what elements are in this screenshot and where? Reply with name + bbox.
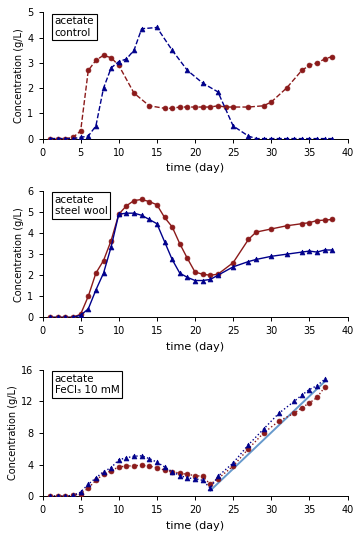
Y-axis label: Concentration (g/L): Concentration (g/L) <box>8 385 18 480</box>
Text: acetate
steel wool: acetate steel wool <box>55 195 108 217</box>
X-axis label: time (day): time (day) <box>166 521 224 531</box>
X-axis label: time (day): time (day) <box>166 342 224 352</box>
Y-axis label: Concentration (g/L): Concentration (g/L) <box>14 28 25 123</box>
Text: acetate
control: acetate control <box>55 16 94 38</box>
Y-axis label: Concentration (g/L): Concentration (g/L) <box>14 207 25 302</box>
X-axis label: time (day): time (day) <box>166 163 224 173</box>
Text: acetate
FeCl₃ 10 mM: acetate FeCl₃ 10 mM <box>55 374 119 395</box>
